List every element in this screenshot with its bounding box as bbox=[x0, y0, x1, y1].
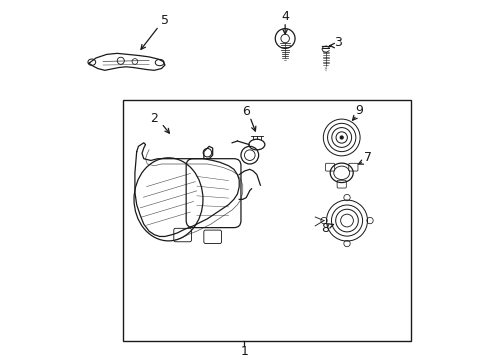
Text: 8: 8 bbox=[321, 222, 328, 235]
Text: 3: 3 bbox=[334, 36, 342, 49]
Text: 9: 9 bbox=[355, 104, 363, 117]
Text: 5: 5 bbox=[161, 14, 169, 27]
Bar bbox=[122, 100, 410, 341]
Text: 7: 7 bbox=[363, 151, 371, 164]
Text: 2: 2 bbox=[150, 112, 158, 125]
Circle shape bbox=[339, 135, 343, 140]
Text: 6: 6 bbox=[242, 105, 250, 118]
Text: 4: 4 bbox=[281, 10, 288, 23]
Text: 1: 1 bbox=[240, 345, 248, 358]
